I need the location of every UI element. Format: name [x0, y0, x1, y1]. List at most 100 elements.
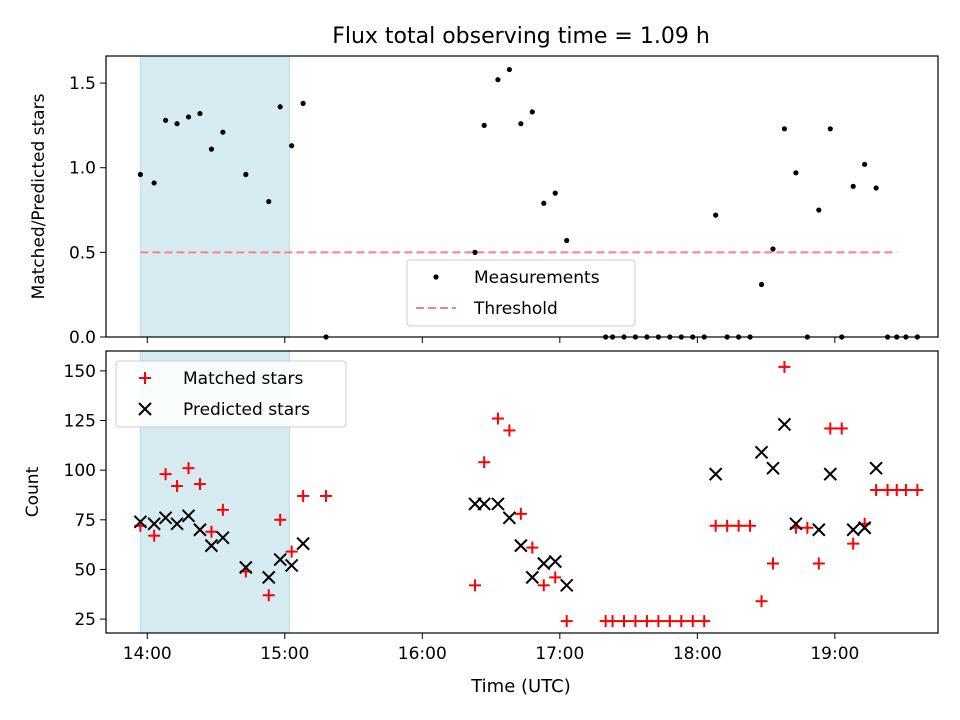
data-point — [675, 615, 688, 628]
data-point — [778, 360, 791, 373]
legend-marker-measurements — [433, 274, 439, 280]
data-point — [873, 185, 879, 191]
data-point — [663, 615, 676, 628]
data-point — [284, 558, 299, 573]
data-point — [564, 237, 570, 244]
data-point — [514, 538, 528, 553]
data-point — [181, 509, 196, 523]
legend: Measurements Threshold — [406, 259, 636, 327]
data-point — [816, 207, 822, 213]
data-point — [529, 109, 535, 115]
data-point — [721, 519, 734, 532]
data-point — [285, 545, 298, 558]
data-point — [204, 538, 219, 553]
data-point — [847, 537, 860, 550]
y-tick-label: 1.0 — [69, 159, 96, 179]
data-point — [793, 170, 799, 176]
x-tick-label: 19:00 — [810, 644, 859, 664]
data-point — [481, 122, 487, 129]
x-tick-label: 15:00 — [260, 644, 309, 664]
y-tick-label: 150 — [64, 362, 96, 382]
data-point — [827, 126, 833, 132]
data-point — [297, 489, 310, 502]
data-point — [243, 171, 249, 178]
data-point — [537, 579, 550, 592]
data-point — [559, 578, 574, 593]
plot-frame — [105, 350, 939, 634]
data-point — [686, 615, 699, 628]
data-point — [216, 530, 230, 545]
data-point — [541, 200, 547, 206]
data-point — [789, 517, 803, 531]
data-point — [296, 536, 310, 551]
data-point — [870, 484, 883, 497]
data-point — [148, 529, 161, 542]
legend-label: Matched stars — [183, 369, 303, 389]
series-predicted-stars — [133, 417, 883, 593]
y-tick-label: 100 — [64, 461, 96, 481]
data-point — [709, 519, 722, 532]
data-point — [151, 180, 157, 186]
y-tick-label: 0.0 — [69, 328, 96, 348]
y-tick-label: 25 — [74, 610, 96, 630]
data-point — [812, 557, 825, 570]
data-point — [320, 489, 333, 502]
data-point — [478, 456, 491, 469]
y-axis-label: Count — [23, 466, 43, 517]
data-point — [170, 517, 184, 531]
data-point — [262, 589, 275, 602]
data-point — [652, 615, 665, 628]
data-point — [216, 503, 229, 516]
data-point — [801, 521, 814, 534]
data-point — [713, 212, 719, 218]
plot-frame — [105, 55, 939, 338]
data-point — [277, 104, 283, 110]
data-point — [491, 412, 504, 425]
data-point — [869, 461, 883, 475]
data-point — [174, 121, 180, 127]
legend-marker-predicted — [138, 402, 152, 416]
data-point — [525, 570, 540, 585]
data-point — [846, 523, 860, 537]
y-axis-label: Matched/Predicted stars — [29, 93, 49, 299]
data-point — [708, 467, 723, 481]
data-point — [185, 114, 192, 120]
y-tick-label: 0.5 — [69, 243, 96, 263]
x-tick-label: 17:00 — [535, 644, 584, 664]
data-point — [835, 422, 848, 435]
data-point — [469, 579, 482, 592]
data-point — [266, 198, 272, 205]
legend-label: Predicted stars — [183, 400, 310, 420]
y-tick-label: 1.5 — [69, 74, 96, 94]
data-point — [239, 560, 253, 575]
data-point — [857, 521, 872, 535]
data-point — [182, 462, 195, 475]
data-point — [770, 246, 776, 252]
data-point — [197, 110, 203, 117]
data-point — [766, 461, 780, 475]
data-point — [629, 615, 642, 628]
data-point — [205, 525, 218, 538]
data-point — [137, 171, 143, 178]
data-point — [744, 519, 757, 532]
data-point — [193, 478, 206, 491]
data-point — [472, 249, 478, 255]
data-point — [606, 615, 619, 628]
data-point — [732, 519, 745, 532]
legend-label: Threshold — [473, 299, 558, 319]
y-tick-label: 50 — [74, 560, 96, 580]
data-point — [911, 484, 924, 497]
data-point — [549, 571, 562, 584]
legend-marker-matched — [139, 372, 151, 384]
data-point — [548, 554, 562, 569]
data-point — [754, 445, 769, 459]
data-point — [755, 595, 768, 608]
legend: Matched stars Predicted stars — [115, 360, 347, 428]
data-point — [862, 161, 868, 167]
data-point — [274, 513, 287, 526]
data-point — [824, 422, 837, 435]
data-point — [850, 183, 856, 189]
data-point — [899, 484, 912, 497]
data-point — [514, 507, 527, 520]
